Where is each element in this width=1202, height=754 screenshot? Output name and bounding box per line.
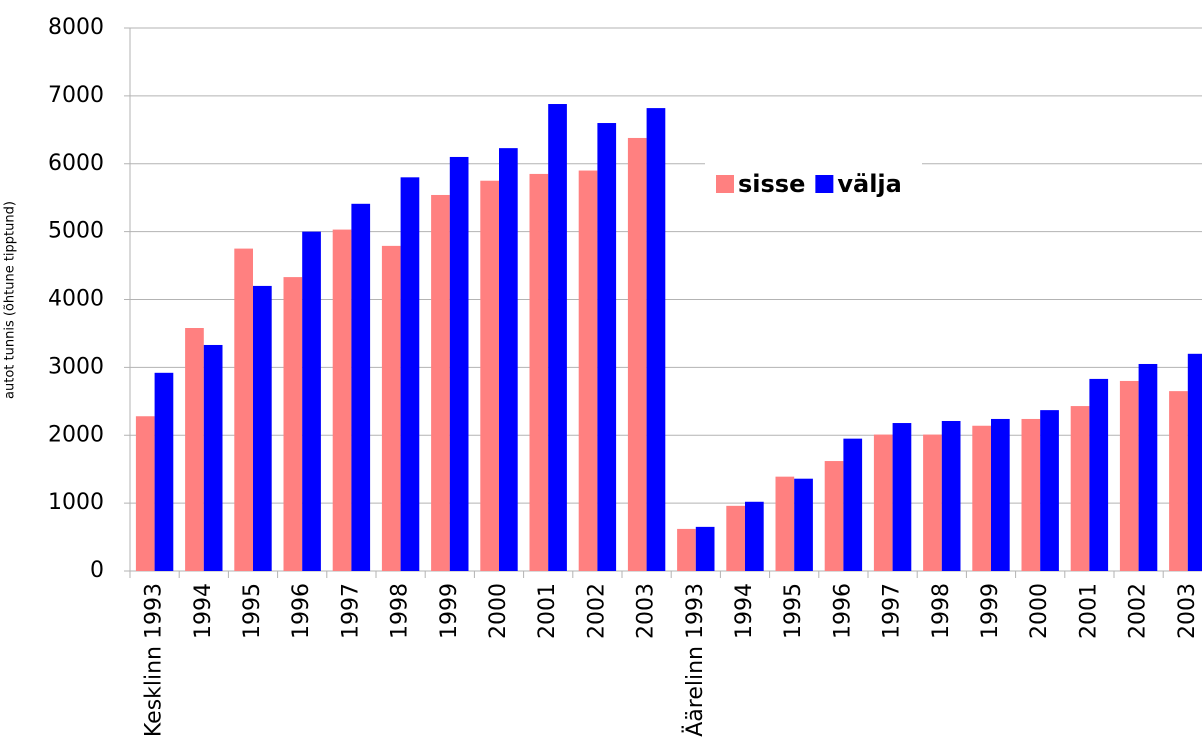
x-tick-label: 2001 <box>535 583 560 639</box>
y-tick-label: 3000 <box>48 354 104 379</box>
legend-swatch <box>716 175 734 193</box>
bar <box>745 501 764 571</box>
y-tick-label: 7000 <box>48 83 104 108</box>
bar <box>185 328 204 571</box>
bar <box>1169 391 1188 571</box>
x-tick-label: 2000 <box>486 583 511 639</box>
bar <box>677 528 696 571</box>
y-tick-label: 4000 <box>48 287 104 312</box>
legend-label: sisse <box>738 170 805 198</box>
x-tick-label: 1996 <box>830 583 855 639</box>
bar <box>135 416 155 571</box>
bar <box>1138 363 1158 571</box>
bar <box>499 148 518 572</box>
bar <box>627 137 647 571</box>
bar <box>203 344 223 571</box>
bar <box>400 177 420 571</box>
x-tick-label: 2001 <box>1076 583 1101 639</box>
bar <box>548 104 567 572</box>
legend-label: välja <box>837 170 902 198</box>
y-tick-label: 8000 <box>48 15 104 40</box>
y-axis-label: autot tunnis (õhtune tipptund) <box>3 201 18 399</box>
y-tick-label: 2000 <box>48 422 104 447</box>
legend: sisse välja <box>705 160 922 206</box>
x-tick-label: 1997 <box>880 583 905 639</box>
x-tick-label: 1994 <box>191 583 216 639</box>
bar <box>597 123 617 572</box>
bar <box>775 476 795 571</box>
bar <box>873 434 893 571</box>
bar <box>695 526 715 571</box>
bar <box>892 423 912 571</box>
bar <box>332 229 352 571</box>
x-tick-label: 1998 <box>388 583 413 639</box>
bar <box>431 194 450 571</box>
x-tick-label: Kesklinn 1993 <box>142 583 167 737</box>
bar <box>1119 380 1139 571</box>
bar <box>726 505 745 571</box>
bar <box>972 425 991 571</box>
bar <box>283 277 303 571</box>
x-tick-label: Äärelinn 1993 <box>682 583 708 737</box>
bar <box>1070 406 1090 571</box>
x-tick-label: 1997 <box>338 583 363 639</box>
bar <box>1187 353 1202 571</box>
bar <box>234 248 253 571</box>
y-tick-label: 5000 <box>48 219 104 244</box>
bar <box>1040 410 1059 571</box>
legend-box <box>705 160 922 206</box>
bar <box>449 156 469 571</box>
bar <box>646 108 666 571</box>
x-tick-label: 2002 <box>1126 583 1151 639</box>
bar <box>1021 418 1041 571</box>
x-tick-label: 1999 <box>437 583 462 639</box>
bar <box>529 173 549 571</box>
bar <box>302 231 321 571</box>
bar <box>941 420 961 571</box>
bar <box>991 418 1010 571</box>
bar <box>154 372 174 571</box>
y-tick-label: 1000 <box>48 490 104 515</box>
x-tick-label: 2003 <box>1175 583 1200 639</box>
x-tick-label: 1998 <box>929 583 954 639</box>
bar <box>923 434 942 571</box>
bar <box>480 180 499 571</box>
bar <box>351 203 371 571</box>
bar <box>843 438 863 571</box>
x-tick-label: 1995 <box>240 583 265 639</box>
bar <box>578 170 598 571</box>
bar <box>253 285 272 571</box>
x-tick-label: 1999 <box>978 583 1003 639</box>
bar <box>824 461 844 571</box>
y-tick-label: 6000 <box>48 151 104 176</box>
legend-swatch <box>815 175 834 193</box>
x-tick-label: 1994 <box>732 583 757 639</box>
y-tick-label: 0 <box>90 558 104 583</box>
x-tick-label: 1995 <box>781 583 806 639</box>
x-tick-label: 2000 <box>1027 583 1052 639</box>
x-tick-label: 2003 <box>634 583 659 639</box>
x-tick-label: 2002 <box>584 583 609 639</box>
x-tick-label: 1996 <box>289 583 314 639</box>
bar <box>794 478 813 571</box>
bar <box>381 245 401 571</box>
bar <box>1089 378 1109 571</box>
